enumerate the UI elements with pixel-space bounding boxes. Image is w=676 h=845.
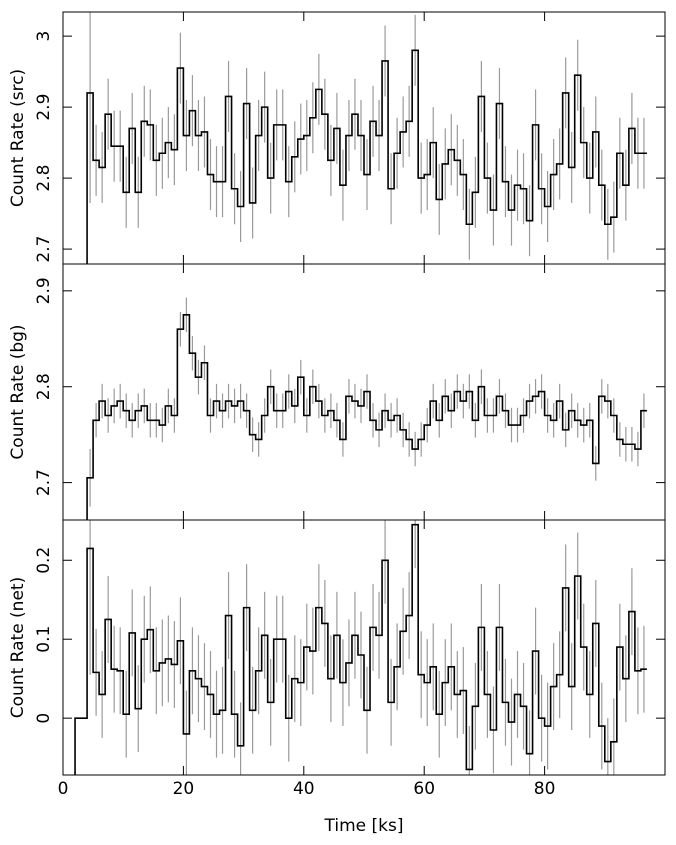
- y-tick-label: 2.8: [34, 165, 54, 192]
- plot-area: [86, 12, 647, 264]
- y-axis-label: Count Rate (bg): [8, 324, 28, 459]
- y-axis-label: Count Rate (net): [8, 577, 28, 718]
- y-tick-label: 2.7: [34, 469, 54, 496]
- step-line: [74, 523, 647, 775]
- x-tick-label: 40: [293, 779, 315, 799]
- y-tick-label: 0: [34, 713, 54, 724]
- y-tick-label: 2.9: [34, 94, 54, 121]
- x-axis-label: Time [ks]: [324, 816, 404, 836]
- y-tick-label: 2.8: [34, 373, 54, 400]
- x-tick-label: 80: [534, 779, 556, 799]
- y-tick-label: 0.1: [34, 626, 54, 653]
- y-tick-label: 2.9: [34, 277, 54, 304]
- x-tick-label: 60: [413, 779, 435, 799]
- y-tick-label: 3: [34, 31, 54, 42]
- plot-area: [86, 297, 647, 520]
- y-axis-label: Count Rate (src): [8, 69, 28, 207]
- plot-frame: [62, 519, 666, 776]
- step-line: [86, 314, 647, 520]
- step-line: [86, 49, 647, 264]
- plot-area: [74, 520, 647, 775]
- y-tick-label: 0.2: [34, 547, 54, 574]
- x-tick-label: 20: [173, 779, 195, 799]
- x-tick-label: 0: [58, 779, 69, 799]
- y-tick-label: 2.7: [34, 236, 54, 263]
